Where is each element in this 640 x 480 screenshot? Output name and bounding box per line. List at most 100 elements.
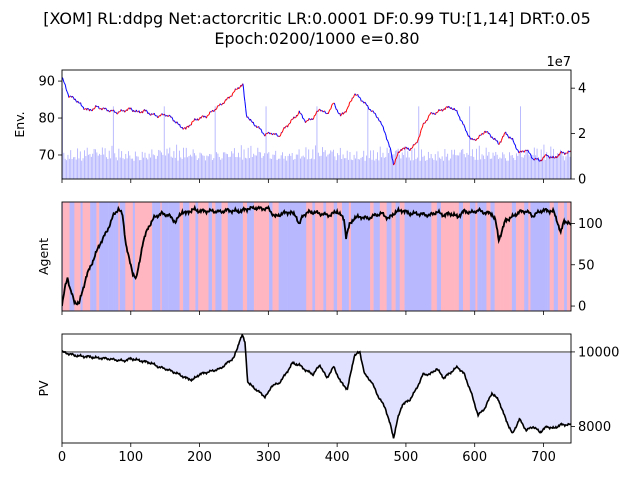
volume-bar [200, 153, 202, 179]
price-segment [336, 109, 339, 113]
volume-bar [539, 159, 541, 179]
action-band [67, 202, 70, 311]
price-segment [328, 110, 331, 113]
y-axis-label: PV [36, 380, 51, 397]
action-band [215, 202, 218, 311]
price-segment [297, 112, 300, 115]
volume-bar [297, 154, 299, 179]
price-segment [198, 118, 200, 120]
volume-bar [63, 152, 65, 179]
volume-bar [293, 159, 295, 179]
action-band [418, 202, 421, 311]
volume-bar [529, 156, 531, 179]
price-segment [126, 108, 129, 111]
price-segment [142, 109, 145, 112]
action-band [363, 202, 367, 311]
price-segment [296, 114, 299, 117]
volume-bar [220, 159, 222, 179]
action-band [91, 202, 94, 311]
volume-bar [493, 155, 495, 179]
volume-bar [240, 145, 242, 179]
price-segment [408, 148, 410, 151]
price-segment [398, 151, 401, 154]
volume-bar [555, 156, 557, 179]
price-segment [354, 93, 357, 96]
price-segment [157, 115, 160, 118]
action-band [435, 202, 438, 311]
volume-bar [407, 151, 409, 179]
volume-bar [421, 149, 422, 179]
price-segment [512, 140, 515, 143]
price-segment [357, 94, 359, 97]
price-segment [353, 95, 355, 98]
price-segment [308, 118, 310, 120]
price-segment [473, 139, 475, 141]
volume-bar [388, 153, 389, 179]
volume-bar [491, 158, 493, 179]
price-segment [97, 106, 100, 109]
action-band [438, 202, 442, 311]
price-segment [69, 95, 71, 97]
action-band [331, 202, 334, 311]
action-band [542, 202, 546, 311]
price-segment [242, 83, 245, 89]
price-segment [146, 110, 148, 112]
action-band [544, 202, 546, 311]
price-segment [75, 100, 77, 102]
price-segment [485, 131, 487, 133]
action-band [254, 202, 256, 311]
volume-bar [525, 150, 527, 179]
action-band [511, 202, 513, 311]
volume-bar [411, 149, 413, 179]
price-segment [438, 109, 441, 111]
price-segment [329, 108, 331, 111]
volume-bar [412, 160, 414, 179]
price-segment [537, 158, 540, 161]
action-band [202, 202, 205, 311]
price-segment [272, 133, 274, 136]
price-segment [65, 89, 68, 92]
price-segment [488, 132, 491, 135]
volume-bar [207, 156, 209, 179]
volume-bar [280, 155, 282, 179]
volume-bar [159, 150, 161, 179]
volume-bar [485, 147, 487, 179]
price-segment [420, 128, 423, 131]
price-segment [433, 113, 436, 115]
volume-bar [335, 160, 337, 179]
volume-bar [410, 160, 411, 179]
price-segment [334, 105, 337, 109]
action-band [525, 202, 529, 311]
price-segment [67, 92, 69, 95]
volume-bar [396, 150, 398, 179]
volume-bar [250, 145, 252, 179]
volume-bar [304, 157, 306, 179]
price-segment [349, 101, 351, 103]
action-band [420, 202, 426, 311]
volume-bar [543, 144, 545, 179]
volume-bar [445, 156, 447, 179]
volume-bar [145, 157, 147, 179]
volume-bar [84, 150, 85, 179]
price-segment [514, 144, 517, 149]
price-segment [483, 132, 485, 135]
axes-frame [61, 333, 572, 444]
price-segment [298, 110, 301, 114]
volume-bar [299, 158, 301, 179]
action-band [120, 202, 122, 311]
volume-bar [148, 153, 150, 179]
price-segment [156, 115, 159, 118]
volume-bar [257, 147, 259, 179]
price-segment [325, 112, 327, 114]
price-segment [524, 149, 526, 152]
volume-bar [70, 150, 72, 179]
volume-bar [317, 152, 319, 179]
volume-bar [492, 152, 494, 179]
action-band [486, 202, 491, 311]
price-segment [300, 113, 302, 115]
price-segment [115, 111, 117, 114]
action-band [564, 202, 567, 311]
price-segment [232, 92, 234, 94]
action-band [261, 202, 263, 311]
price-segment [366, 104, 369, 108]
